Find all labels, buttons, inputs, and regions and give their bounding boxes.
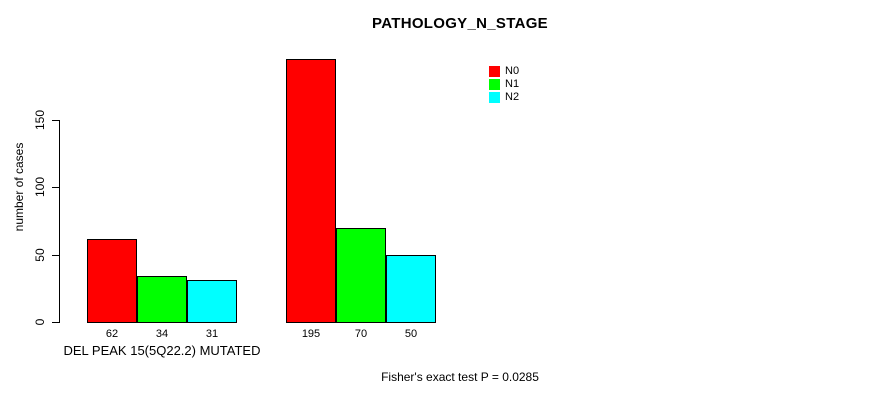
legend-item-n0: N0: [489, 66, 519, 77]
bar-n0-group1: [87, 239, 137, 323]
bar-value-label: 70: [354, 328, 368, 340]
bar-value-label: 50: [404, 328, 418, 340]
bar-n0-group2: [286, 59, 336, 323]
y-tick-label: 150: [33, 109, 47, 131]
y-axis-line: [59, 120, 60, 323]
legend-swatch-icon: [489, 66, 500, 77]
y-tick-label: 50: [33, 248, 47, 262]
y-axis-tick: [52, 187, 59, 188]
legend-item-n2: N2: [489, 92, 519, 103]
stat-annotation: Fisher's exact test P = 0.0285: [381, 370, 539, 384]
chart-title: PATHOLOGY_N_STAGE: [372, 15, 548, 32]
group-axis-label: DEL PEAK 15(5Q22.2) MUTATED: [63, 343, 261, 358]
bar-n1-group1: [137, 276, 187, 323]
legend-item-n1: N1: [489, 79, 519, 90]
bar-n2-group1: [187, 280, 237, 323]
y-axis-label: number of cases: [12, 142, 26, 232]
bar-value-label: 62: [105, 328, 119, 340]
y-axis-tick: [52, 255, 59, 256]
legend-swatch-icon: [489, 92, 500, 103]
legend-label: N2: [505, 91, 520, 103]
bar-value-label: 34: [155, 328, 169, 340]
legend: N0 N1 N2: [489, 66, 519, 105]
bar-value-label: 31: [205, 328, 219, 340]
bar-n1-group2: [336, 228, 386, 323]
bar-n2-group2: [386, 255, 436, 323]
legend-label: N1: [505, 78, 520, 90]
y-tick-label: 100: [33, 176, 47, 198]
y-axis-tick: [52, 322, 59, 323]
bar-value-label: 195: [301, 328, 321, 340]
legend-label: N0: [505, 65, 520, 77]
legend-swatch-icon: [489, 79, 500, 90]
y-axis-tick: [52, 120, 59, 121]
